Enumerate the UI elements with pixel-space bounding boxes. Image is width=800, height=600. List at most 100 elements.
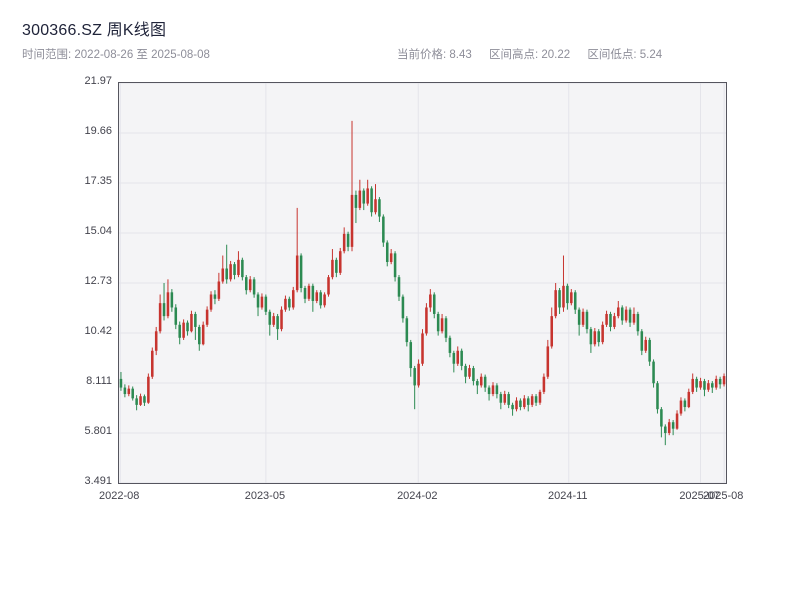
candle (519, 400, 522, 408)
candle (722, 376, 726, 385)
candle (385, 242, 389, 263)
candle (268, 311, 272, 325)
candle (679, 400, 683, 414)
x-tick-label: 2025-08 (702, 490, 744, 502)
candle (135, 398, 138, 405)
candle (448, 337, 452, 353)
y-tick-label: 3.491 (84, 475, 112, 487)
candle (636, 313, 640, 332)
candle (213, 294, 217, 299)
candle (589, 329, 593, 345)
candle (221, 268, 225, 282)
candle (331, 259, 334, 278)
candle (711, 383, 714, 388)
candle (440, 318, 444, 332)
candle (147, 376, 150, 403)
candle (205, 309, 209, 325)
candle (432, 294, 436, 314)
candle (436, 313, 440, 332)
candles-svg (119, 83, 726, 483)
candle (605, 313, 608, 325)
candle (570, 292, 573, 304)
candle (597, 331, 600, 343)
candle (241, 259, 244, 278)
candle (264, 296, 268, 312)
candle (652, 361, 655, 384)
candle (452, 352, 456, 364)
candle (217, 281, 221, 299)
candle (499, 394, 503, 403)
candle (644, 339, 647, 351)
candle (503, 394, 507, 403)
candle (405, 318, 409, 343)
candle (327, 277, 330, 295)
candle (456, 350, 460, 364)
y-tick-label: 10.42 (84, 325, 112, 337)
candle (718, 378, 722, 385)
y-tick-label: 8.111 (86, 375, 112, 387)
candle (714, 378, 718, 388)
candle (194, 313, 197, 327)
range-high-label: 区间高点: 20.22 (488, 49, 571, 61)
candle (284, 298, 287, 310)
y-tick-label: 19.66 (84, 125, 112, 137)
candle (707, 383, 710, 390)
candle (409, 342, 413, 369)
candle (695, 378, 698, 388)
candle (256, 294, 260, 308)
candle (342, 233, 346, 252)
candle (315, 292, 319, 301)
candle (632, 313, 636, 323)
candle (276, 316, 279, 330)
y-tick-label: 5.801 (84, 425, 112, 437)
candle (248, 279, 252, 291)
candle (307, 285, 311, 299)
candle (319, 292, 322, 306)
candle (550, 316, 554, 347)
chart-title: 300366.SZ 周K线图 (22, 22, 167, 39)
candle (123, 387, 127, 395)
candle (577, 309, 581, 325)
candle (546, 346, 550, 377)
candle (119, 378, 123, 388)
candle (366, 188, 369, 204)
plot-area (118, 82, 727, 484)
candle (526, 398, 530, 405)
x-tick-label: 2023-05 (244, 490, 286, 502)
candle (558, 290, 561, 308)
candle (272, 316, 275, 325)
candle (511, 404, 514, 410)
candle (162, 303, 166, 317)
candle (170, 292, 174, 308)
candle (413, 368, 416, 386)
stats-group: 当前价格: 8.43 区间高点: 20.22 区间低点: 5.24 (397, 46, 676, 62)
candle (530, 396, 534, 405)
x-tick-label: 2025-07 (679, 490, 720, 502)
candle (382, 216, 385, 243)
candle (444, 318, 448, 338)
candle (401, 296, 405, 319)
x-tick-label: 2024-11 (548, 490, 588, 502)
candle (233, 264, 236, 275)
candle (178, 324, 181, 338)
candle (346, 233, 350, 247)
candle (143, 396, 146, 403)
candle (127, 388, 131, 395)
meta-row: 时间范围: 2022-08-26 至 2025-08-08 当前价格: 8.43… (22, 46, 782, 62)
candle (624, 309, 628, 321)
candle (620, 307, 624, 321)
candle (675, 413, 679, 429)
candle (280, 309, 283, 330)
candle (640, 331, 644, 351)
candle (260, 296, 264, 308)
candle (483, 376, 487, 388)
candle (613, 316, 616, 327)
candle (487, 387, 491, 395)
candle (198, 326, 201, 345)
candle (468, 368, 471, 377)
candle (515, 400, 518, 410)
candle (166, 292, 170, 317)
candle (311, 285, 315, 301)
candle (139, 396, 142, 405)
candle (370, 188, 373, 213)
